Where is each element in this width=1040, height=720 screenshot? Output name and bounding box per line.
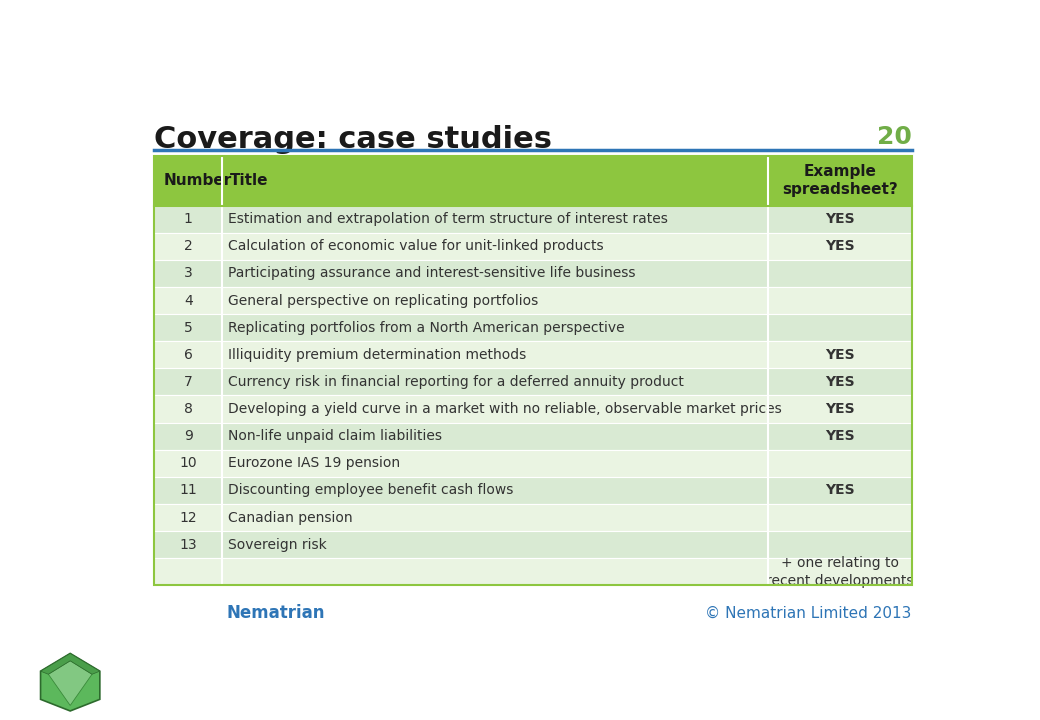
Text: Coverage: case studies: Coverage: case studies: [154, 125, 552, 154]
FancyBboxPatch shape: [154, 287, 912, 314]
FancyBboxPatch shape: [154, 341, 912, 369]
Text: + one relating to
recent developments: + one relating to recent developments: [766, 556, 913, 588]
FancyBboxPatch shape: [154, 260, 912, 287]
FancyBboxPatch shape: [154, 450, 912, 477]
Text: 5: 5: [184, 320, 192, 335]
Text: Developing a yield curve in a market with no reliable, observable market prices: Developing a yield curve in a market wit…: [229, 402, 782, 416]
Text: Title: Title: [230, 173, 268, 188]
FancyBboxPatch shape: [154, 558, 912, 585]
Text: Replicating portfolios from a North American perspective: Replicating portfolios from a North Amer…: [229, 320, 625, 335]
Text: 10: 10: [180, 456, 198, 470]
Text: Eurozone IAS 19 pension: Eurozone IAS 19 pension: [229, 456, 400, 470]
FancyBboxPatch shape: [154, 369, 912, 395]
Text: 11: 11: [179, 483, 198, 498]
FancyBboxPatch shape: [154, 531, 912, 558]
Text: Illiquidity premium determination methods: Illiquidity premium determination method…: [229, 348, 526, 361]
Text: Canadian pension: Canadian pension: [229, 510, 353, 525]
FancyBboxPatch shape: [154, 156, 912, 206]
Text: YES: YES: [825, 402, 855, 416]
Text: YES: YES: [825, 483, 855, 498]
FancyBboxPatch shape: [154, 314, 912, 341]
FancyBboxPatch shape: [154, 395, 912, 423]
Text: Nematrian: Nematrian: [227, 604, 326, 622]
Text: YES: YES: [825, 239, 855, 253]
Text: 4: 4: [184, 294, 192, 307]
Text: Number: Number: [163, 173, 232, 188]
Text: Example
spreadsheet?: Example spreadsheet?: [782, 164, 898, 197]
Text: YES: YES: [825, 212, 855, 226]
Text: 9: 9: [184, 429, 192, 444]
Text: Estimation and extrapolation of term structure of interest rates: Estimation and extrapolation of term str…: [229, 212, 669, 226]
Text: 7: 7: [184, 375, 192, 389]
Text: General perspective on replicating portfolios: General perspective on replicating portf…: [229, 294, 539, 307]
FancyBboxPatch shape: [154, 206, 912, 233]
Text: 2: 2: [184, 239, 192, 253]
Text: Sovereign risk: Sovereign risk: [229, 538, 328, 552]
Text: 8: 8: [184, 402, 192, 416]
Text: 6: 6: [184, 348, 192, 361]
Text: YES: YES: [825, 348, 855, 361]
Text: 12: 12: [180, 510, 198, 525]
Text: Currency risk in financial reporting for a deferred annuity product: Currency risk in financial reporting for…: [229, 375, 684, 389]
FancyBboxPatch shape: [154, 477, 912, 504]
FancyBboxPatch shape: [154, 423, 912, 450]
Text: © Nematrian Limited 2013: © Nematrian Limited 2013: [705, 606, 912, 621]
Text: 13: 13: [180, 538, 198, 552]
Text: 3: 3: [184, 266, 192, 280]
FancyBboxPatch shape: [154, 233, 912, 260]
Polygon shape: [48, 661, 93, 706]
Text: YES: YES: [825, 375, 855, 389]
Text: YES: YES: [825, 429, 855, 444]
FancyBboxPatch shape: [154, 504, 912, 531]
Text: Discounting employee benefit cash flows: Discounting employee benefit cash flows: [229, 483, 514, 498]
Text: 20: 20: [877, 125, 912, 149]
Text: Non-life unpaid claim liabilities: Non-life unpaid claim liabilities: [229, 429, 442, 444]
Polygon shape: [41, 654, 100, 674]
Text: Calculation of economic value for unit-linked products: Calculation of economic value for unit-l…: [229, 239, 604, 253]
Text: Participating assurance and interest-sensitive life business: Participating assurance and interest-sen…: [229, 266, 635, 280]
Text: 1: 1: [184, 212, 192, 226]
Polygon shape: [41, 654, 100, 711]
